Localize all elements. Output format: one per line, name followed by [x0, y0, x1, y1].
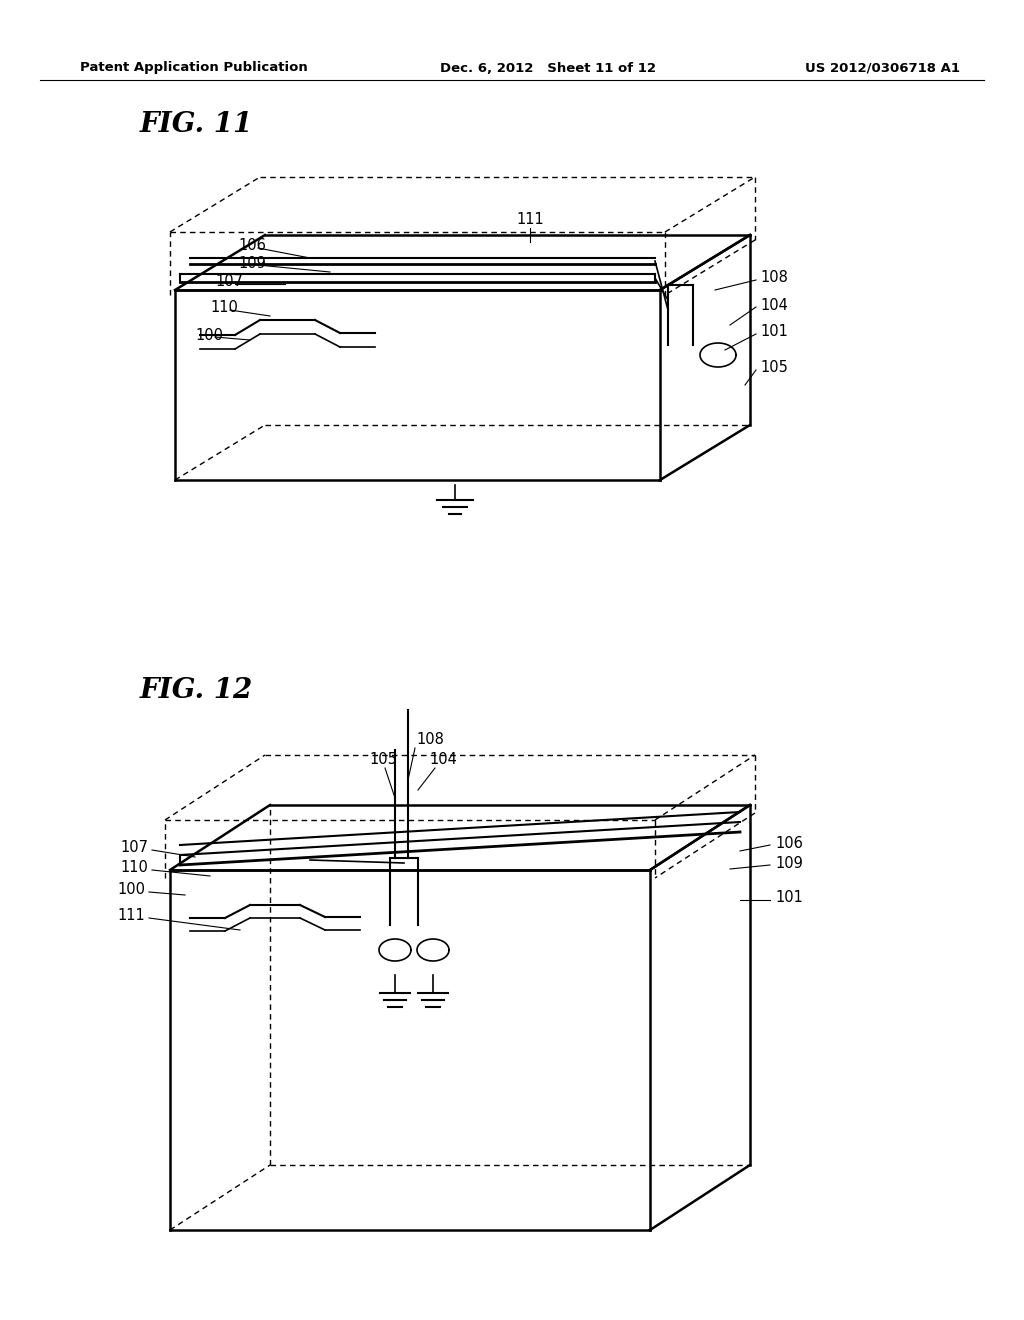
- Text: 107: 107: [120, 841, 148, 855]
- Text: 110: 110: [120, 861, 148, 875]
- Text: 109: 109: [775, 855, 803, 870]
- Text: 110: 110: [210, 301, 238, 315]
- Text: Patent Application Publication: Patent Application Publication: [80, 62, 308, 74]
- Text: 104: 104: [760, 297, 787, 313]
- Text: 101: 101: [775, 891, 803, 906]
- Text: 104: 104: [429, 752, 457, 767]
- Text: 100: 100: [195, 327, 223, 342]
- Text: 101: 101: [760, 325, 787, 339]
- Text: 107: 107: [215, 275, 243, 289]
- Text: 108: 108: [760, 271, 787, 285]
- Text: 106: 106: [238, 238, 266, 252]
- Text: 105: 105: [369, 752, 397, 767]
- Text: US 2012/0306718 A1: US 2012/0306718 A1: [805, 62, 961, 74]
- Text: 108: 108: [416, 733, 444, 747]
- Text: Dec. 6, 2012   Sheet 11 of 12: Dec. 6, 2012 Sheet 11 of 12: [440, 62, 656, 74]
- Text: 106: 106: [775, 836, 803, 850]
- Text: 111: 111: [118, 908, 145, 924]
- Text: 105: 105: [760, 360, 787, 375]
- Text: 109: 109: [238, 256, 266, 271]
- Text: FIG. 11: FIG. 11: [140, 111, 253, 139]
- Text: FIG. 12: FIG. 12: [140, 676, 253, 704]
- Text: 111: 111: [516, 213, 544, 227]
- Text: 100: 100: [117, 883, 145, 898]
